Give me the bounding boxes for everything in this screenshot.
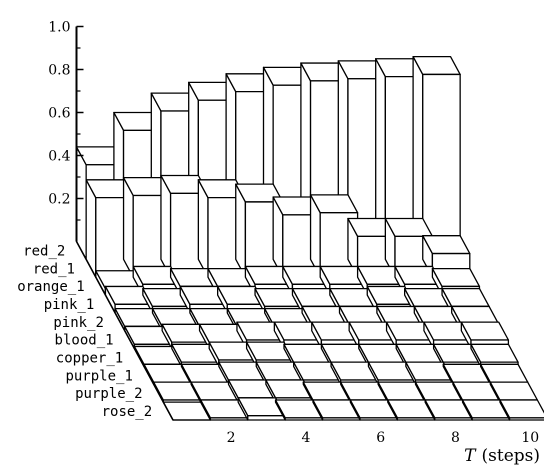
x-tick-label: 4 xyxy=(301,430,310,446)
category-label-pink_2: pink_2 xyxy=(53,315,104,331)
category-label-rose_2: rose_2 xyxy=(102,404,153,420)
bar-red_2-10 xyxy=(412,55,461,261)
x-tick-label: 2 xyxy=(227,430,236,446)
x-tick-label: 10 xyxy=(521,430,539,446)
bar-rose_2-2 xyxy=(200,399,249,421)
bar-rose_2-3 xyxy=(237,397,286,421)
bar-front xyxy=(359,417,399,421)
category-label-blood_1: blood_1 xyxy=(55,333,114,349)
bar-rose_2-9 xyxy=(461,399,511,421)
bar-rose_2-4 xyxy=(274,399,324,421)
bar-side xyxy=(75,146,87,261)
bar-rose_2-7 xyxy=(387,399,436,421)
bar-front xyxy=(508,417,544,421)
bar-rose_2-6 xyxy=(349,399,399,421)
z-tick-label: 0.6 xyxy=(48,106,70,122)
bar-front xyxy=(321,417,361,421)
x-tick-label: 8 xyxy=(451,430,460,446)
depth-axis-line xyxy=(75,241,174,421)
bar-front xyxy=(209,417,249,421)
bar-red_1-6 xyxy=(272,196,321,278)
category-label-purple_2: purple_2 xyxy=(75,386,142,402)
category-label-pink_1: pink_1 xyxy=(44,297,95,313)
category-label-orange_1: orange_1 xyxy=(17,279,84,295)
x-axis-title: T (steps) xyxy=(464,446,540,465)
x-tick-label: 6 xyxy=(376,430,385,446)
z-tick-label: 1.0 xyxy=(48,20,70,36)
category-label-red_2: red_2 xyxy=(23,243,65,259)
z-tick-label: 0.2 xyxy=(48,192,70,208)
labels-layer: 0.2 0.4 0.6 0.8 1.0 2 4 6 8 10 rose_2 purple_2 purpl… xyxy=(17,20,539,447)
category-label-purple_1: purple_1 xyxy=(65,368,132,384)
category-label-red_1: red_1 xyxy=(33,261,75,277)
bar-front xyxy=(434,417,473,421)
axes-layer xyxy=(75,25,174,421)
z-tick-label: 0.8 xyxy=(48,63,70,79)
bar-front xyxy=(396,417,436,421)
z-tick-label: 0.4 xyxy=(48,149,70,165)
bar-front xyxy=(284,417,324,421)
bars-layer xyxy=(75,55,544,421)
bar-front xyxy=(247,415,286,421)
category-label-copper_1: copper_1 xyxy=(56,351,123,367)
bar-rose_2-10 xyxy=(499,399,544,421)
bar-front xyxy=(471,417,511,421)
